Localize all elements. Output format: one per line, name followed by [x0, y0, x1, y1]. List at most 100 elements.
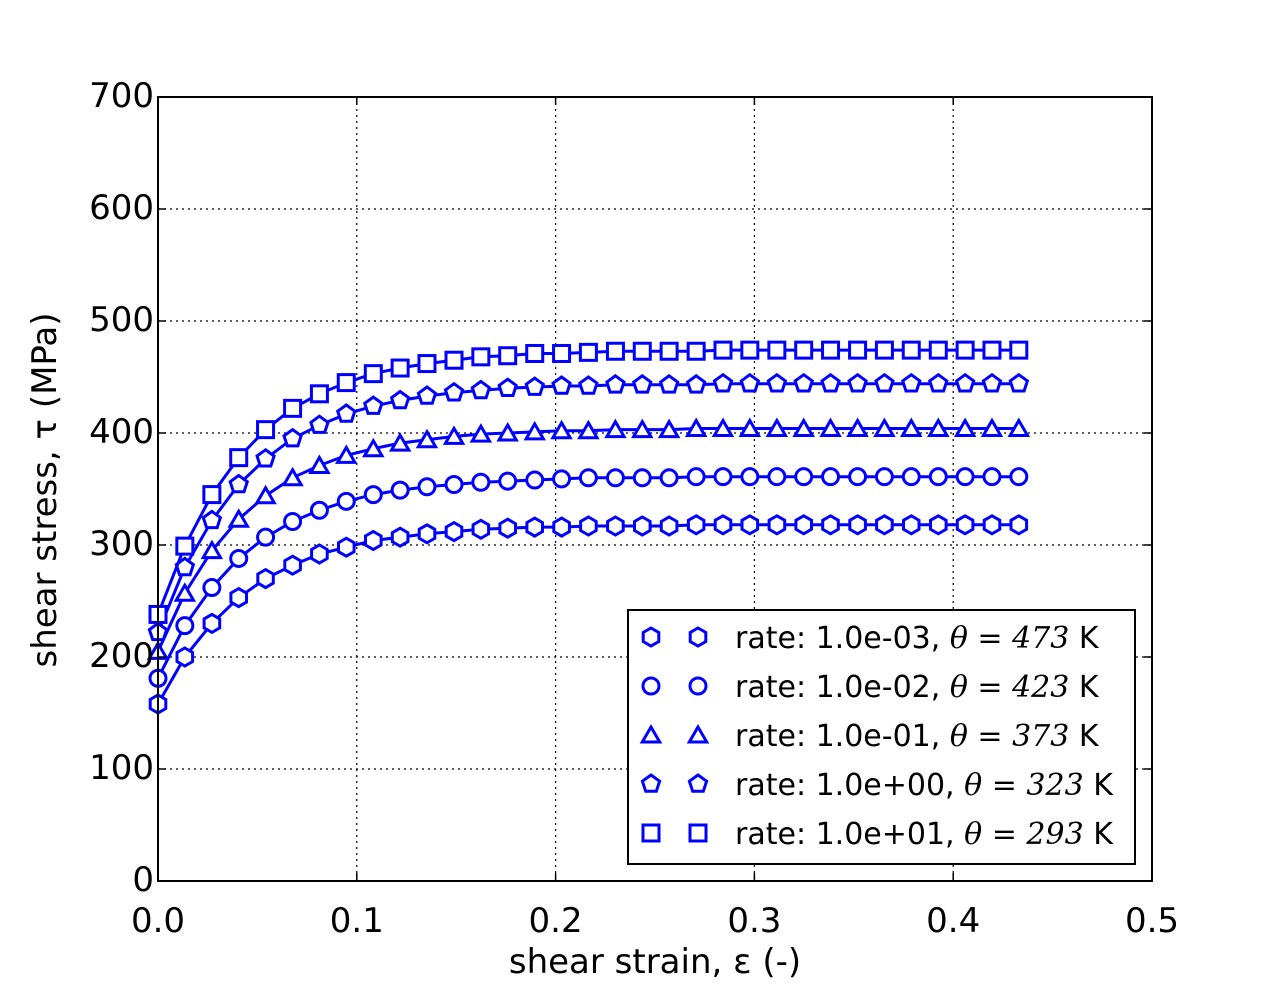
legend-entry: rate: 1.0e+00, θ = 323 K [640, 768, 1115, 803]
square-marker [874, 340, 894, 360]
hexagon-marker [390, 526, 410, 548]
pentagon-marker [335, 403, 357, 423]
x-tick-label: 0.5 [1125, 901, 1179, 941]
circle-marker [874, 467, 894, 487]
hexagon-marker [175, 646, 195, 668]
hexagon-marker [525, 516, 544, 538]
square-marker [740, 340, 760, 360]
square-marker [821, 340, 841, 360]
square-marker [713, 340, 733, 360]
triangle-marker [711, 417, 735, 437]
hexagon-marker [641, 626, 661, 648]
hexagon-marker [929, 514, 948, 536]
pentagon-marker [820, 372, 841, 393]
series-hexagon [148, 514, 1029, 715]
pentagon-marker [282, 427, 303, 448]
square-marker [578, 342, 598, 362]
legend-label: rate: 1.0e-03, θ = 473 K [735, 621, 1100, 656]
hexagon-marker [767, 514, 787, 536]
circle-marker [982, 467, 1002, 487]
x-tick-label: 0.2 [529, 901, 583, 941]
circle-marker [498, 471, 518, 491]
circle-marker [794, 467, 814, 487]
legend-entry: rate: 1.0e-02, θ = 423 K [641, 670, 1100, 705]
pentagon-marker [927, 372, 949, 393]
circle-marker [525, 470, 545, 490]
pentagon-marker [524, 376, 546, 396]
triangle-marker [496, 421, 519, 442]
circle-marker [1009, 467, 1029, 487]
pentagon-marker [578, 375, 599, 395]
circle-marker [688, 676, 708, 696]
circle-marker [713, 467, 733, 487]
triangle-marker [630, 418, 654, 439]
x-tick-label: 0.4 [926, 901, 980, 941]
legend-rate: rate: 1.0e-01, [735, 719, 950, 754]
triangle-marker [604, 418, 627, 439]
circle-marker [605, 468, 625, 488]
legend-unit: K [1069, 719, 1100, 754]
circle-marker [417, 477, 437, 497]
square-marker [686, 341, 706, 361]
legend-unit: K [1069, 670, 1100, 705]
hexagon-marker [713, 514, 733, 536]
pentagon-marker [712, 372, 734, 393]
square-marker [525, 343, 545, 363]
circle-marker [552, 469, 572, 489]
pentagon-marker [687, 773, 709, 793]
hexagon-marker [982, 514, 1002, 536]
hexagon-marker [875, 514, 894, 536]
square-marker [175, 536, 195, 556]
circle-marker [578, 468, 598, 488]
legend-label: rate: 1.0e-02, θ = 423 K [735, 670, 1100, 705]
pentagon-marker [658, 373, 680, 394]
hexagon-marker [310, 543, 329, 565]
square-marker [552, 343, 572, 363]
triangle-marker [281, 466, 304, 487]
triangle-marker [577, 419, 600, 440]
hexagon-marker [283, 554, 302, 576]
hexagon-marker [417, 523, 437, 545]
hexagon-marker [256, 567, 275, 590]
hexagon-marker [202, 612, 222, 635]
circle-marker [821, 467, 841, 487]
square-marker [363, 364, 383, 384]
pentagon-marker [793, 372, 815, 393]
legend-unit: K [1084, 768, 1115, 803]
legend-entry: rate: 1.0e-01, θ = 373 K [639, 719, 1100, 754]
square-marker [390, 358, 410, 378]
triangle-marker [926, 417, 950, 437]
y-tick-label: 500 [89, 300, 154, 340]
plot-frame [157, 96, 1153, 882]
y-tick-label: 300 [89, 524, 154, 564]
triangle-marker [1007, 417, 1031, 437]
circle-marker [175, 616, 195, 636]
pentagon-marker [309, 414, 330, 434]
pentagon-marker [766, 372, 788, 393]
pentagon-marker [631, 373, 653, 394]
circle-marker [229, 548, 249, 568]
square-marker [688, 823, 708, 843]
circle-marker [740, 467, 760, 487]
triangle-marker [792, 417, 816, 437]
circle-marker [444, 475, 464, 495]
legend-rate: rate: 1.0e-03, [735, 621, 950, 656]
hexagon-marker [498, 517, 517, 539]
pentagon-marker [255, 447, 276, 468]
hexagon-marker [606, 515, 625, 537]
y-tick-label: 700 [89, 76, 154, 116]
square-marker [641, 823, 661, 843]
hexagon-marker [902, 514, 921, 536]
square-marker [336, 373, 356, 393]
triangle-marker [200, 539, 224, 560]
series-pentagon [147, 372, 1030, 642]
triangle-marker [684, 417, 708, 437]
triangle-marker [738, 417, 762, 437]
pentagon-marker [1008, 372, 1030, 393]
square-marker [444, 350, 464, 370]
pentagon-marker [847, 372, 868, 393]
hexagon-marker [848, 514, 867, 536]
hexagon-marker [740, 514, 760, 536]
square-marker [955, 340, 975, 360]
square-marker [498, 346, 518, 366]
